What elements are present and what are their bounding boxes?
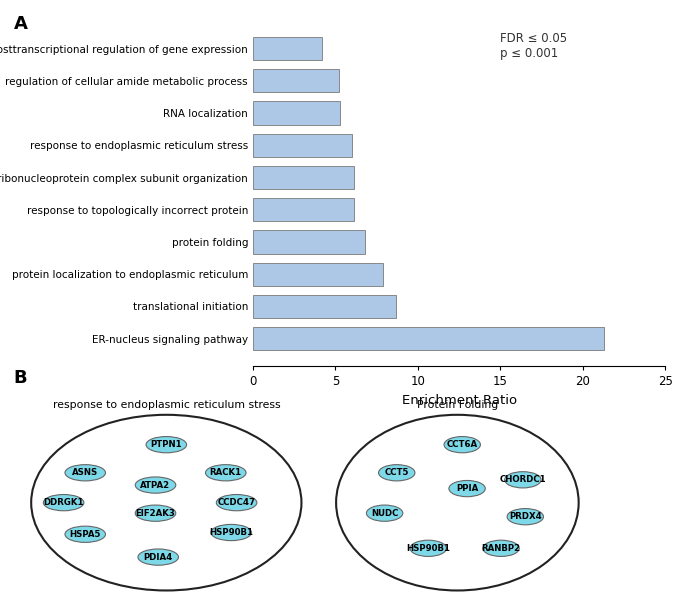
Ellipse shape [410, 540, 446, 556]
Ellipse shape [449, 481, 485, 497]
Ellipse shape [444, 437, 480, 453]
Text: FDR ≤ 0.05
p ≤ 0.001: FDR ≤ 0.05 p ≤ 0.001 [500, 32, 568, 60]
Bar [253, 101, 340, 124]
Text: A: A [14, 15, 28, 34]
Text: CCT6A: CCT6A [447, 440, 477, 449]
Ellipse shape [146, 437, 186, 453]
Bar [253, 166, 353, 189]
Text: PPIA: PPIA [456, 484, 478, 493]
Text: PRDX4: PRDX4 [509, 512, 542, 521]
Bar [253, 37, 322, 60]
Ellipse shape [206, 465, 246, 481]
Text: DDRGK1: DDRGK1 [44, 498, 84, 507]
Text: ATPA2: ATPA2 [141, 481, 170, 490]
Text: Protein Folding: Protein Folding [416, 400, 498, 410]
Text: EIF2AK3: EIF2AK3 [136, 509, 175, 518]
X-axis label: Enrichment Ratio: Enrichment Ratio [401, 393, 517, 407]
Bar [253, 231, 365, 254]
Ellipse shape [216, 495, 257, 511]
Bar [253, 327, 604, 350]
Text: PTPN1: PTPN1 [150, 440, 182, 449]
Ellipse shape [31, 415, 301, 590]
Text: ASNS: ASNS [72, 468, 98, 477]
Text: CHORDC1: CHORDC1 [500, 475, 546, 484]
Bar [253, 295, 396, 318]
Text: NUDC: NUDC [371, 509, 398, 518]
Ellipse shape [367, 505, 403, 522]
Text: B: B [14, 369, 28, 387]
Ellipse shape [505, 472, 541, 488]
Ellipse shape [483, 540, 519, 556]
Ellipse shape [135, 505, 176, 522]
Ellipse shape [336, 415, 579, 590]
Ellipse shape [138, 549, 179, 565]
Text: CCT5: CCT5 [385, 468, 409, 477]
Text: PDIA4: PDIA4 [143, 553, 173, 562]
Ellipse shape [378, 465, 415, 481]
Text: HSP90B1: HSP90B1 [209, 528, 253, 537]
Ellipse shape [44, 495, 84, 511]
Text: response to endoplasmic reticulum stress: response to endoplasmic reticulum stress [53, 400, 280, 410]
Ellipse shape [135, 477, 176, 493]
Ellipse shape [211, 525, 252, 540]
Bar [253, 198, 353, 221]
Bar [253, 134, 352, 157]
Ellipse shape [65, 465, 105, 481]
Text: CCDC47: CCDC47 [218, 498, 256, 507]
Text: HSPA5: HSPA5 [69, 529, 101, 539]
Ellipse shape [507, 509, 543, 525]
Text: HSP90B1: HSP90B1 [406, 544, 450, 553]
Text: RACK1: RACK1 [210, 468, 242, 477]
Ellipse shape [65, 526, 105, 542]
Text: RANBP2: RANBP2 [482, 544, 520, 553]
Bar [253, 263, 383, 286]
Bar [253, 70, 339, 93]
